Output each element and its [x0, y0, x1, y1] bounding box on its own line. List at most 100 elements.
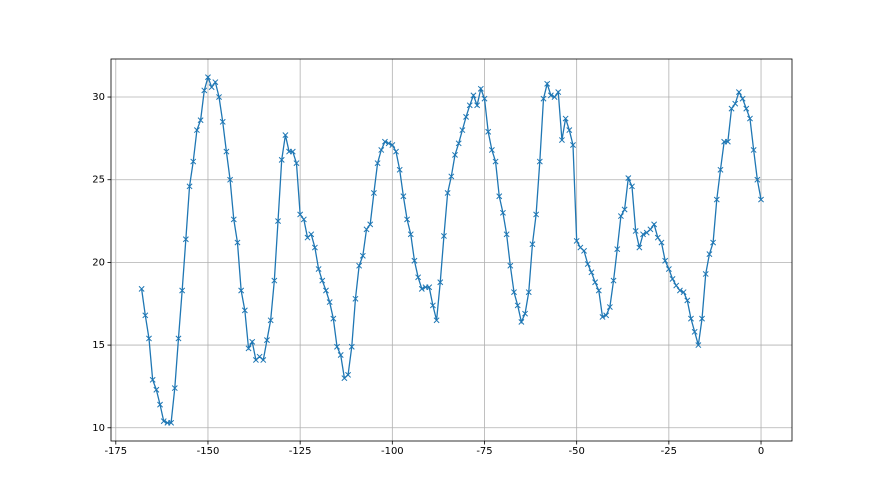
data-point: [676, 287, 683, 294]
data-point: [323, 287, 329, 294]
y-tick-label: 25: [92, 175, 105, 186]
data-point: [426, 284, 433, 291]
data-point: [485, 128, 492, 135]
data-point: [558, 137, 565, 143]
data-point: [448, 173, 455, 180]
data-point: [179, 287, 186, 294]
data-point: [334, 343, 340, 350]
y-tick-label: 10: [92, 423, 105, 434]
data-point: [374, 160, 381, 167]
data-point: [212, 79, 219, 86]
data-point: [481, 95, 488, 102]
data-point: [407, 231, 414, 238]
data-point: [440, 232, 447, 239]
data-point: [747, 115, 753, 122]
data-point: [208, 84, 215, 91]
data-point: [492, 158, 499, 165]
data-point: [378, 146, 385, 153]
data-point: [581, 247, 588, 254]
data-point: [363, 226, 370, 233]
data-point: [717, 166, 724, 173]
data-point: [728, 105, 735, 112]
y-tick-label: 30: [92, 92, 105, 103]
data-point: [632, 228, 639, 234]
data-point: [617, 213, 624, 220]
data-point: [522, 310, 529, 317]
data-point: [444, 189, 451, 196]
data-point: [396, 166, 403, 173]
data-point: [621, 206, 628, 213]
data-point: [540, 95, 547, 102]
data-point: [311, 244, 318, 251]
data-point: [463, 113, 470, 120]
data-point: [429, 302, 436, 309]
data-point: [610, 277, 617, 284]
data-point: [385, 140, 392, 147]
data-point: [735, 89, 742, 96]
data-point: [326, 299, 333, 306]
data-point: [466, 102, 473, 109]
data-point: [625, 175, 632, 182]
data-point: [669, 275, 676, 282]
data-point: [511, 289, 517, 296]
data-point: [584, 261, 591, 268]
y-tick-label: 20: [92, 257, 105, 268]
data-point: [544, 80, 551, 87]
data-point: [488, 146, 495, 153]
data-point: [555, 89, 562, 96]
data-point: [662, 257, 669, 264]
data-point: [437, 279, 444, 286]
data-point: [713, 196, 720, 203]
data-point: [245, 345, 252, 352]
data-point: [474, 102, 481, 109]
data-point: [699, 315, 705, 322]
data-point: [142, 312, 149, 319]
data-point: [138, 285, 145, 292]
data-point: [533, 211, 540, 218]
data-point: [356, 262, 363, 269]
data-point: [592, 279, 599, 286]
data-point: [260, 357, 267, 363]
data-point: [691, 328, 698, 335]
data-point: [352, 295, 359, 302]
data-point: [267, 317, 274, 324]
data-point: [190, 158, 197, 165]
data-point: [282, 132, 289, 139]
data-point: [724, 138, 731, 145]
data-point: [710, 239, 717, 246]
data-point: [393, 148, 399, 155]
data-point: [238, 287, 245, 294]
x-tick-label: 0: [758, 446, 764, 457]
data-point: [433, 317, 440, 324]
data-point: [636, 244, 643, 251]
data-point: [640, 231, 646, 238]
data-point: [168, 419, 175, 426]
data-point: [234, 239, 241, 246]
data-point: [160, 418, 167, 425]
data-point: [499, 209, 506, 216]
data-point: [547, 92, 554, 99]
x-tick-label: -150: [197, 446, 220, 457]
data-point: [629, 183, 635, 190]
data-point: [278, 156, 285, 163]
data-point: [658, 239, 665, 246]
data-point: [175, 335, 182, 342]
data-point: [562, 115, 569, 122]
data-point: [149, 376, 156, 383]
data-point: [566, 127, 573, 134]
data-point: [680, 289, 687, 296]
data-point: [418, 285, 425, 292]
data-point: [573, 237, 580, 244]
data-point: [153, 386, 160, 393]
data-point: [514, 302, 521, 309]
data-point: [381, 138, 388, 145]
data-point: [345, 371, 352, 378]
data-point: [570, 142, 576, 148]
plot-area: [111, 59, 792, 441]
data-point: [271, 277, 278, 284]
data-point: [370, 189, 377, 196]
data-point: [706, 251, 713, 258]
data-point: [739, 95, 746, 102]
x-tick-label: -125: [289, 446, 312, 457]
data-point: [367, 221, 374, 228]
